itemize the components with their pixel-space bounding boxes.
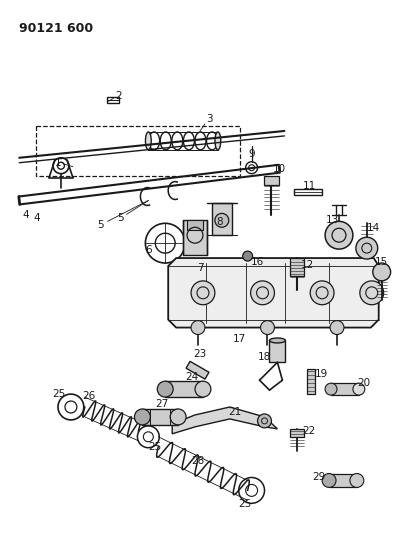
Circle shape — [373, 263, 390, 281]
Text: 21: 21 — [228, 407, 242, 417]
Circle shape — [325, 221, 353, 249]
Text: 7: 7 — [197, 263, 203, 273]
Polygon shape — [172, 407, 277, 434]
Ellipse shape — [353, 383, 365, 395]
Circle shape — [330, 321, 344, 335]
Text: 22: 22 — [303, 426, 316, 436]
Text: 11: 11 — [303, 181, 316, 191]
Text: 5: 5 — [97, 220, 104, 230]
Bar — [264, 176, 279, 184]
Bar — [107, 97, 119, 103]
Text: 1: 1 — [55, 158, 61, 168]
Circle shape — [243, 251, 253, 261]
Circle shape — [360, 281, 384, 305]
Circle shape — [191, 281, 215, 305]
Ellipse shape — [134, 409, 151, 425]
Text: 8: 8 — [217, 217, 223, 227]
Text: 17: 17 — [233, 335, 246, 344]
Text: 28: 28 — [191, 456, 204, 466]
Text: 10: 10 — [273, 164, 286, 174]
Text: 25: 25 — [52, 389, 66, 399]
Bar — [294, 189, 322, 195]
Bar — [269, 341, 285, 362]
Text: 5: 5 — [117, 213, 124, 223]
Text: 9: 9 — [248, 149, 255, 159]
Ellipse shape — [157, 381, 173, 397]
Bar — [290, 429, 304, 437]
Circle shape — [215, 213, 229, 227]
Ellipse shape — [350, 473, 364, 488]
Text: 18: 18 — [258, 352, 271, 362]
Bar — [307, 369, 315, 394]
Bar — [212, 204, 232, 235]
Circle shape — [310, 281, 334, 305]
Text: 4: 4 — [23, 211, 30, 220]
Circle shape — [258, 414, 271, 428]
Ellipse shape — [322, 473, 336, 488]
Circle shape — [251, 281, 275, 305]
Bar — [165, 381, 203, 397]
Text: 14: 14 — [367, 223, 380, 233]
Polygon shape — [168, 258, 379, 328]
Text: 3: 3 — [206, 114, 213, 124]
Text: 6: 6 — [145, 245, 152, 255]
Ellipse shape — [325, 383, 337, 395]
Bar — [183, 220, 207, 255]
Text: 15: 15 — [375, 257, 388, 267]
Text: 12: 12 — [301, 260, 314, 270]
Text: 16: 16 — [251, 257, 264, 267]
Bar — [186, 361, 209, 379]
Ellipse shape — [145, 132, 151, 150]
Bar — [290, 258, 304, 276]
Text: 23: 23 — [193, 349, 206, 359]
Bar — [142, 409, 178, 425]
Ellipse shape — [170, 409, 186, 425]
Circle shape — [356, 237, 378, 259]
Bar — [331, 383, 359, 395]
Bar — [187, 220, 203, 230]
Ellipse shape — [215, 132, 221, 150]
Circle shape — [191, 321, 205, 335]
Text: 20: 20 — [357, 378, 370, 388]
Text: 13: 13 — [325, 215, 339, 225]
Text: 26: 26 — [82, 391, 95, 401]
Ellipse shape — [195, 381, 211, 397]
Text: 2: 2 — [115, 91, 122, 101]
Text: 4: 4 — [34, 213, 41, 223]
Text: 29: 29 — [312, 472, 326, 481]
Ellipse shape — [269, 338, 285, 343]
Bar — [329, 473, 357, 488]
Text: 90121 600: 90121 600 — [19, 22, 93, 35]
Text: 24: 24 — [186, 372, 199, 382]
Text: 27: 27 — [156, 399, 169, 409]
Text: 25: 25 — [238, 499, 251, 510]
Text: 19: 19 — [314, 369, 328, 379]
Circle shape — [260, 321, 275, 335]
Text: 25: 25 — [149, 442, 162, 452]
